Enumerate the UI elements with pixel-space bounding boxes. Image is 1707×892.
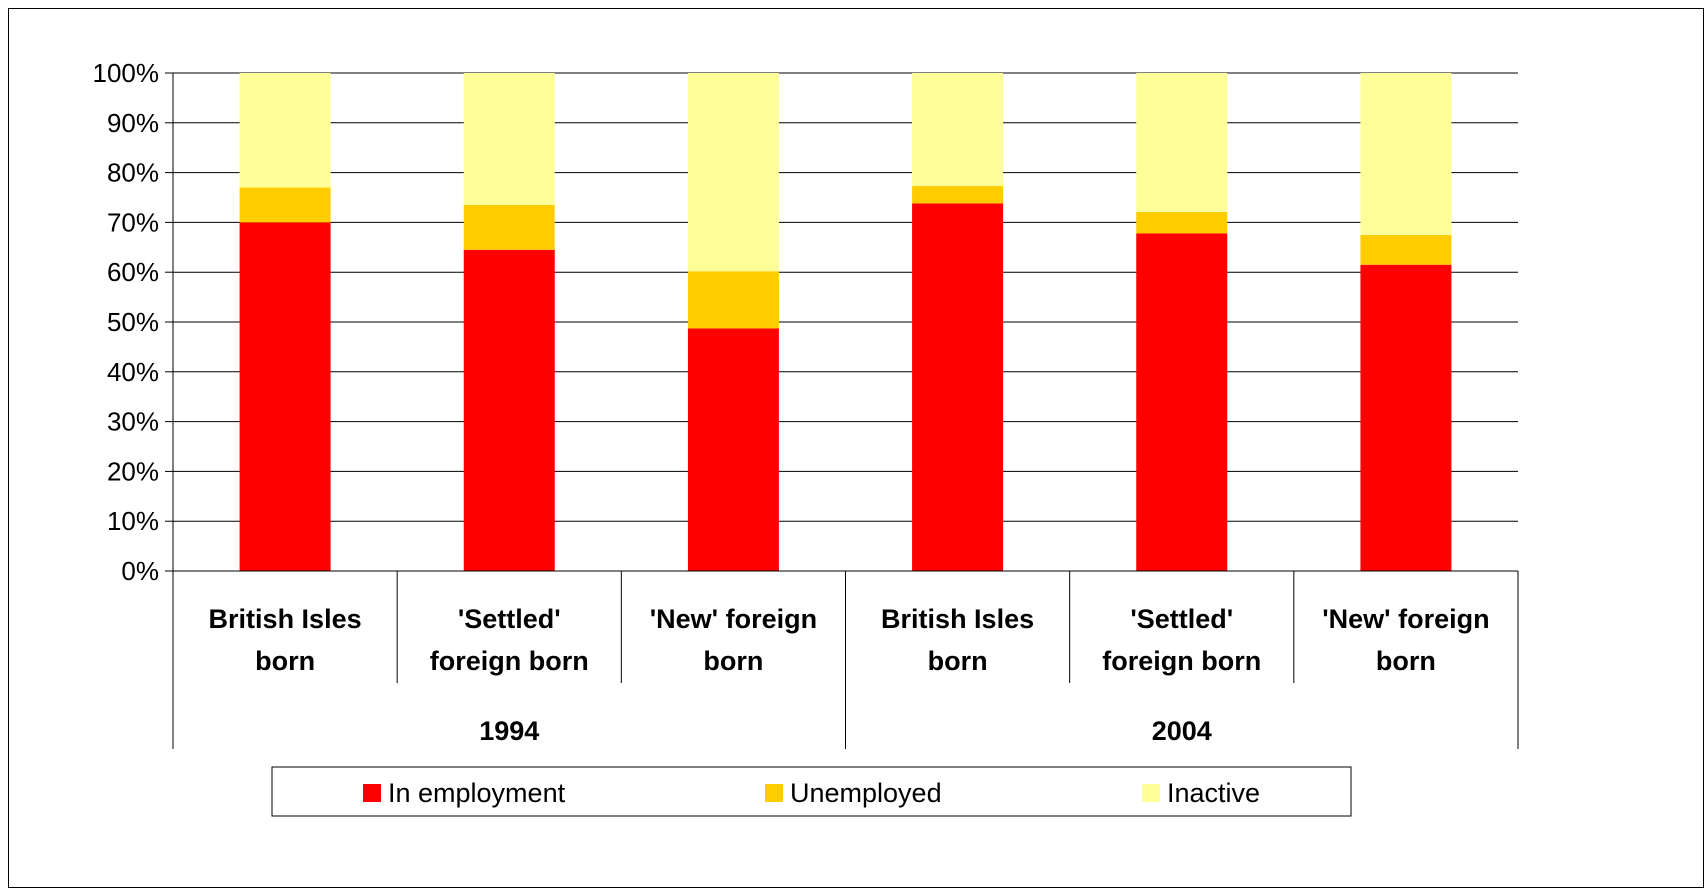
x-category-label: British Isles <box>209 604 362 634</box>
bar-segment <box>239 222 331 571</box>
bar-segment <box>239 73 331 188</box>
bar-segment <box>1136 73 1228 212</box>
legend: In employment Unemployed Inactive <box>271 766 1352 817</box>
bar-segment <box>463 73 555 205</box>
x-category-label: 'Settled' <box>458 604 561 634</box>
legend-label: In employment <box>388 778 566 808</box>
bar-segment <box>463 249 555 572</box>
x-group-label: 1994 <box>479 716 539 746</box>
x-category-label: born <box>255 646 315 676</box>
legend-swatch <box>363 784 381 802</box>
grid-lines <box>173 72 1518 572</box>
bar-segment <box>463 204 555 250</box>
bar-segment <box>912 186 1004 204</box>
y-tick-label: 60% <box>107 257 159 287</box>
bar-segment <box>687 73 779 272</box>
x-category-label: British Isles <box>881 604 1034 634</box>
x-category-label: born <box>703 646 763 676</box>
x-category-label: 'New' foreign <box>650 604 817 634</box>
y-tick-label: 30% <box>107 407 159 437</box>
bar-segment <box>1360 264 1452 571</box>
legend-swatch <box>765 784 783 802</box>
x-category-labels: British Isles born 'Settled' foreign born 'N… <box>209 604 1490 676</box>
x-group-label: 2004 <box>1152 716 1212 746</box>
y-tick-label: 90% <box>107 108 159 138</box>
bar-segment <box>912 203 1004 571</box>
legend-box <box>271 766 1352 817</box>
y-tick-label: 100% <box>93 58 160 88</box>
bar-segment <box>687 328 779 571</box>
bar-segment <box>1360 73 1452 235</box>
bar-segment <box>687 271 779 329</box>
bars <box>239 73 1452 572</box>
bar-segment <box>1360 234 1452 265</box>
x-category-label: born <box>928 646 988 676</box>
bar-segment <box>239 187 331 223</box>
y-tick-label: 50% <box>107 307 159 337</box>
x-category-label: 'New' foreign <box>1322 604 1489 634</box>
bar-segment <box>1136 233 1228 571</box>
x-category-label: foreign born <box>1102 646 1261 676</box>
legend-swatch <box>1142 784 1160 802</box>
legend-label: Unemployed <box>790 778 942 808</box>
x-category-label: 'Settled' <box>1130 604 1233 634</box>
x-category-label: born <box>1376 646 1436 676</box>
y-tick-label: 10% <box>107 506 159 536</box>
y-tick-label: 70% <box>107 207 159 237</box>
y-tick-label: 40% <box>107 357 159 387</box>
y-tick-label: 0% <box>121 556 159 586</box>
legend-label: Inactive <box>1167 778 1260 808</box>
y-tick-label: 20% <box>107 456 159 486</box>
bar-segment <box>912 73 1004 187</box>
bar-segment <box>1136 211 1228 234</box>
y-tick-label: 80% <box>107 158 159 188</box>
y-tick-labels: 0% 10% 20% 30% 40% 50% 60% 70% 80% 90% 100% <box>93 58 160 586</box>
x-category-label: foreign born <box>430 646 589 676</box>
axes <box>165 72 1519 749</box>
x-group-labels: 1994 2004 <box>479 716 1212 746</box>
stacked-bar-chart: 0% 10% 20% 30% 40% 50% 60% 70% 80% 90% 100% Britis… <box>93 58 1519 817</box>
chart-frame: 0% 10% 20% 30% 40% 50% 60% 70% 80% 90% 100% Britis… <box>8 8 1704 888</box>
